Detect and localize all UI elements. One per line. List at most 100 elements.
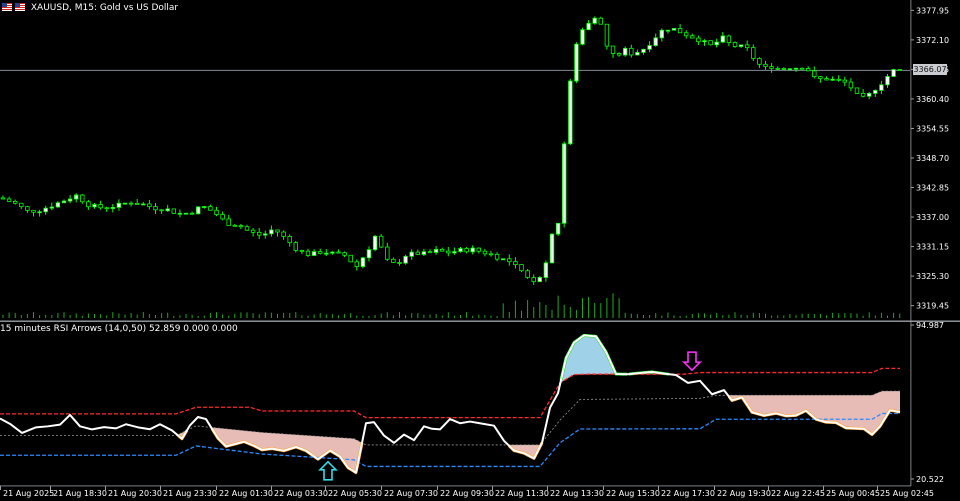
pane-divider — [0, 320, 960, 322]
candle-body — [812, 70, 817, 78]
candle-body — [818, 76, 823, 80]
candle-body — [92, 204, 97, 208]
indicator-title: 15 minutes RSI Arrows (14,0,50) 52.859 0… — [0, 324, 238, 334]
signal-arrows — [318, 351, 702, 481]
candle-body — [122, 202, 128, 205]
candle-body — [214, 209, 219, 215]
candle-body — [684, 32, 689, 37]
candle-body — [348, 254, 353, 263]
candle-body — [317, 251, 323, 254]
candle-body — [25, 206, 30, 211]
candle-body — [421, 251, 427, 255]
candle-body — [281, 231, 286, 237]
candle-body — [665, 29, 671, 32]
candle-body — [574, 43, 579, 82]
price-axis: 3377.953372.103366.253360.403354.553348.… — [911, 6, 949, 311]
rsi-bands — [0, 367, 900, 468]
price-axis-label: 3377.95 — [916, 6, 949, 15]
candle-body — [745, 44, 750, 49]
time-axis-border — [0, 485, 911, 487]
indicator-axis: 94.987 20.522 — [911, 321, 944, 484]
candle-body — [879, 84, 884, 91]
candle-body — [726, 35, 732, 43]
candle-body — [500, 258, 506, 261]
candle-body — [189, 212, 195, 215]
price-axis-label: 3360.40 — [916, 95, 949, 104]
candle-body — [433, 248, 439, 253]
candle-body — [269, 229, 274, 235]
candle-body — [263, 233, 268, 236]
candle-body — [604, 23, 610, 47]
candle-body — [531, 277, 536, 283]
candle-body — [824, 78, 829, 81]
candle-body — [67, 198, 73, 202]
candle-body — [0, 197, 6, 200]
indicator-axis-label: 94.987 — [916, 321, 944, 330]
time-axis-label: 22 Aug 03:30 — [274, 489, 328, 498]
candle-body — [732, 42, 738, 47]
candle-body — [342, 252, 347, 256]
candle-body — [391, 258, 396, 263]
price-axis-label: 3331.15 — [916, 243, 949, 252]
candle-body — [751, 47, 756, 59]
candle-body — [562, 143, 567, 224]
candle-body — [842, 79, 847, 83]
price-axis-label: 3319.45 — [916, 302, 949, 311]
candle-body — [305, 250, 311, 256]
time-axis-label: 21 Aug 23:30 — [163, 489, 217, 498]
candle-body — [641, 48, 646, 53]
candle-body — [537, 277, 542, 283]
candle-body — [415, 251, 420, 255]
candle-body — [580, 29, 585, 45]
price-axis-label: 3337.00 — [916, 213, 949, 222]
candle-body — [116, 202, 122, 208]
sell-arrow-icon — [682, 351, 702, 372]
candle-body — [366, 249, 372, 259]
candle-body — [799, 67, 805, 70]
candle-body — [98, 204, 103, 209]
candle-body — [763, 63, 768, 68]
candle-body — [867, 92, 872, 97]
candle-body — [897, 69, 902, 71]
candle-body — [6, 198, 12, 202]
candle-body — [452, 251, 457, 254]
price-axis-label: 3372.10 — [916, 36, 949, 45]
candle-body — [80, 194, 85, 203]
candle-body — [403, 255, 408, 264]
candle-body — [525, 270, 530, 278]
candle-body — [635, 52, 640, 56]
candle-body — [738, 44, 744, 47]
middle-band-line — [0, 390, 900, 446]
candle-body — [677, 28, 683, 34]
candle-body — [397, 262, 402, 264]
candle-body — [372, 235, 378, 251]
candle-body — [37, 211, 42, 214]
price-axis-border — [910, 0, 912, 486]
candle-body — [848, 81, 854, 89]
candle-body — [757, 58, 762, 65]
candle-body — [49, 206, 54, 209]
candle-body — [458, 248, 463, 252]
candle-body — [275, 229, 280, 233]
candle-body — [854, 87, 860, 94]
candle-body — [287, 236, 292, 244]
candle-body — [439, 248, 445, 252]
candle-body — [653, 37, 658, 46]
candle-body — [153, 206, 158, 211]
volume-histogram — [2, 293, 901, 318]
candle-body — [464, 248, 469, 253]
candle-body — [134, 202, 140, 205]
candle-body — [110, 207, 115, 209]
candle-body — [208, 206, 213, 211]
candle-body — [250, 229, 256, 233]
candle-body — [714, 41, 719, 46]
time-axis-label: 22 Aug 09:30 — [440, 489, 494, 498]
candle-body — [885, 76, 890, 86]
candle-body — [165, 208, 170, 212]
candle-body — [19, 202, 24, 208]
chart-menu-icon[interactable] — [2, 3, 12, 11]
candle-body — [446, 250, 451, 254]
candle-body — [244, 226, 250, 231]
candle-body — [324, 252, 329, 255]
candle-body — [360, 257, 366, 267]
